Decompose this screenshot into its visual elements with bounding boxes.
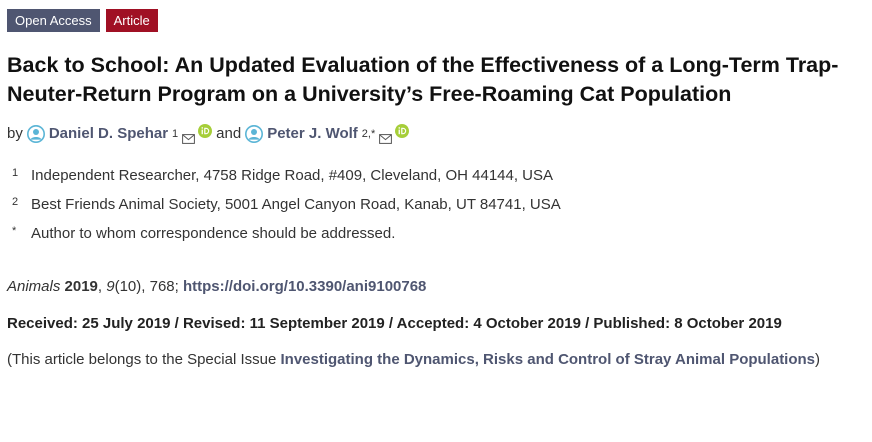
special-issue-note: (This article belongs to the Special Iss… [7, 349, 827, 371]
author-name[interactable]: Peter J. Wolf [267, 125, 358, 142]
article-title: Back to School: An Updated Evaluation of… [7, 53, 839, 106]
article-type-badge[interactable]: Article [105, 9, 158, 32]
by-label: by [7, 125, 23, 142]
author-affiliation-sup: 1 [172, 128, 179, 140]
affiliation-item: * Author to whom correspondence should b… [7, 220, 867, 249]
badge-row: Open Access Article [7, 9, 867, 32]
orcid-icon[interactable] [395, 123, 410, 138]
affiliation-list: 1 Independent Researcher, 4758 Ridge Roa… [7, 162, 867, 249]
publication-dates: Received: 25 July 2019 / Revised: 11 Sep… [7, 315, 782, 332]
affiliation-item: 1 Independent Researcher, 4758 Ridge Roa… [7, 162, 867, 191]
envelope-icon[interactable] [379, 129, 393, 144]
affiliation-number: * [12, 225, 17, 237]
and-label: and [216, 125, 242, 142]
author-affiliation-sup: 2,* [361, 128, 376, 140]
doi-link[interactable]: https://doi.org/10.3390/ani9100768 [182, 278, 427, 295]
author-profile-icon[interactable] [26, 125, 45, 143]
author-name[interactable]: Daniel D. Spehar [48, 125, 169, 142]
open-access-badge[interactable]: Open Access [7, 9, 100, 32]
citation-issue-pages: (10), 768; [114, 278, 183, 295]
citation-volume: 9 [106, 278, 115, 295]
affiliation-item: 2 Best Friends Animal Society, 5001 Ange… [7, 191, 867, 220]
article-header: Open Access Article Back to School: An U… [7, 9, 867, 371]
envelope-icon[interactable] [182, 129, 196, 144]
journal-name: Animals [7, 278, 61, 295]
orcid-icon[interactable] [198, 123, 213, 138]
affiliation-text: Best Friends Animal Society, 5001 Angel … [31, 196, 561, 213]
affiliation-text: Author to whom correspondence should be … [31, 225, 396, 242]
affiliation-number: 1 [12, 167, 19, 179]
citation-line: Animals 2019, 9(10), 768; https://doi.or… [7, 278, 427, 295]
author-list: by Daniel D. Spehar 1 and [7, 123, 867, 145]
special-issue-prefix: (This article belongs to the Special Iss… [7, 351, 281, 368]
author-profile-icon[interactable] [245, 125, 264, 143]
affiliation-text: Independent Researcher, 4758 Ridge Road,… [31, 167, 554, 184]
affiliation-number: 2 [12, 196, 19, 208]
special-issue-link[interactable]: Investigating the Dynamics, Risks and Co… [280, 351, 816, 368]
special-issue-suffix: ) [815, 351, 821, 368]
citation-year: 2019 [64, 278, 98, 295]
